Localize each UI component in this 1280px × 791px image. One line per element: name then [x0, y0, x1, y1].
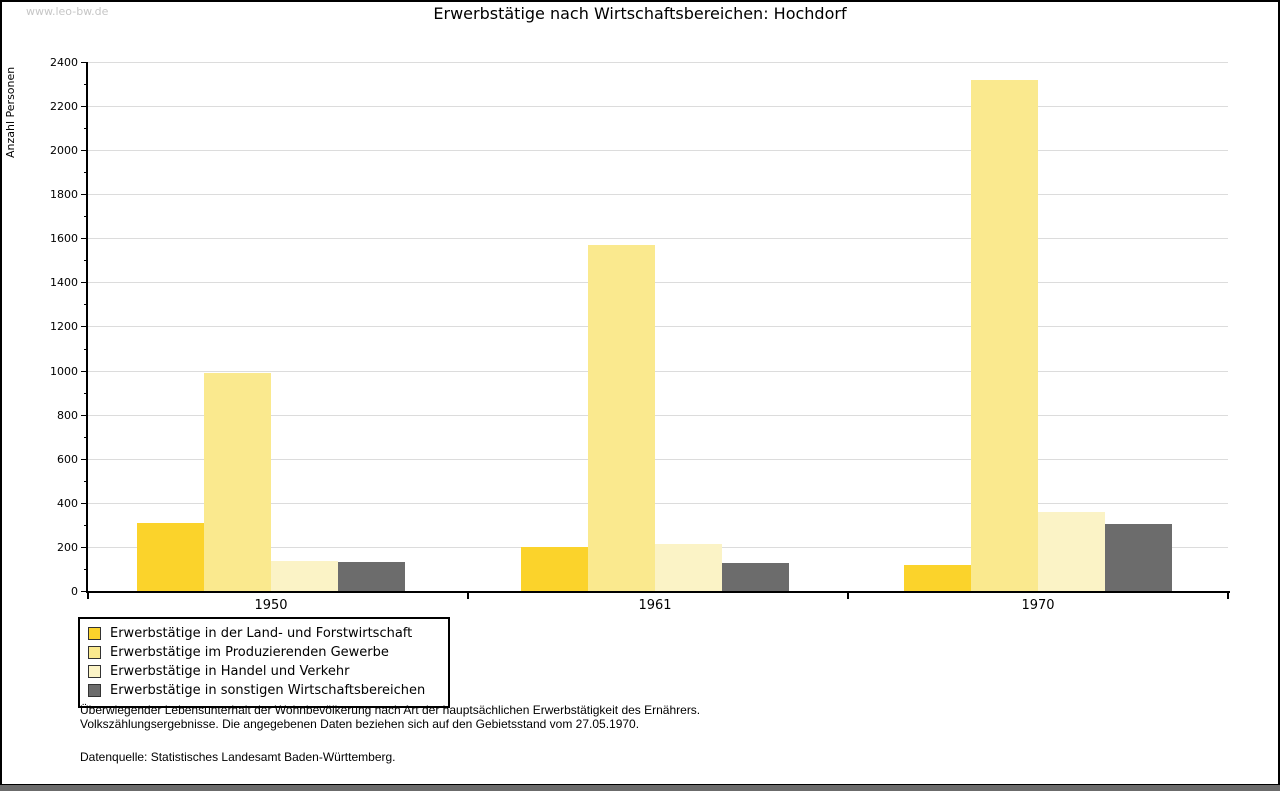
x-category-label-1961: 1961 [638, 598, 672, 613]
y-major-tick-0 [81, 591, 88, 592]
legend-label-3: Erwerbstätige in Handel und Verkehr [110, 664, 350, 679]
footer-source: Datenquelle: Statistisches Landesamt Bad… [80, 750, 396, 764]
y-tick-label-0: 0 [71, 585, 78, 598]
y-major-tick-1400 [81, 282, 88, 283]
watermark-leo-bw: www.leo-bw.de [26, 5, 109, 18]
y-major-tick-1800 [81, 194, 88, 195]
y-major-tick-1200 [81, 326, 88, 327]
gridline-400 [88, 503, 1228, 504]
legend-swatch-1 [88, 627, 101, 640]
y-major-tick-1000 [81, 371, 88, 372]
footer-note-line2: Volkszählungsergebnisse. Die angegebenen… [80, 716, 640, 731]
y-tick-label-2400: 2400 [50, 56, 78, 69]
bar-s1-1950 [137, 523, 204, 591]
y-major-tick-800 [81, 415, 88, 416]
y-axis-line [86, 62, 88, 593]
y-tick-label-1600: 1600 [50, 232, 78, 245]
x-category-label-1950: 1950 [254, 598, 288, 613]
y-major-tick-2200 [81, 106, 88, 107]
bar-s2-1950 [204, 373, 271, 591]
legend-swatch-3 [88, 665, 101, 678]
bottom-strip [0, 785, 1280, 791]
chart-title: Erwerbstätige nach Wirtschaftsbereichen:… [433, 4, 847, 23]
x-axis-line [86, 591, 1230, 593]
gridline-2000 [88, 150, 1228, 151]
y-tick-label-400: 400 [57, 497, 78, 510]
gridline-1800 [88, 194, 1228, 195]
y-tick-label-600: 600 [57, 453, 78, 466]
y-tick-label-1400: 1400 [50, 276, 78, 289]
x-tick-1 [467, 593, 469, 599]
bar-s3-1970 [1038, 512, 1105, 591]
bar-s2-1970 [971, 80, 1038, 591]
x-category-label-1970: 1970 [1021, 598, 1055, 613]
legend-swatch-4 [88, 684, 101, 697]
gridline-1200 [88, 326, 1228, 327]
y-axis-title: Anzahl Personen [4, 66, 17, 158]
gridline-1400 [88, 282, 1228, 283]
y-major-tick-200 [81, 547, 88, 548]
gridline-2200 [88, 106, 1228, 107]
bar-s3-1961 [655, 544, 722, 591]
legend-label-1: Erwerbstätige in der Land- und Forstwirt… [110, 626, 413, 641]
legend-label-4: Erwerbstätige in sonstigen Wirtschaftsbe… [110, 683, 426, 698]
legend-item-3: Erwerbstätige in Handel und Verkehr [88, 662, 440, 681]
y-major-tick-1600 [81, 238, 88, 239]
gridline-600 [88, 459, 1228, 460]
legend-swatch-2 [88, 646, 101, 659]
y-major-tick-2000 [81, 150, 88, 151]
footer-note: Überwiegender Lebensunterhalt der Wohnbe… [80, 703, 701, 731]
y-tick-label-1800: 1800 [50, 188, 78, 201]
y-major-tick-600 [81, 459, 88, 460]
gridline-2400 [88, 62, 1228, 63]
bar-s4-1950 [338, 562, 405, 591]
y-tick-label-1000: 1000 [50, 365, 78, 378]
gridline-800 [88, 415, 1228, 416]
y-major-tick-400 [81, 503, 88, 504]
y-tick-label-2000: 2000 [50, 144, 78, 157]
y-tick-label-800: 800 [57, 409, 78, 422]
x-tick-3 [1227, 593, 1229, 599]
y-major-tick-2400 [81, 62, 88, 63]
bar-s4-1961 [722, 563, 789, 591]
bar-s3-1950 [271, 561, 338, 591]
bar-s1-1961 [521, 547, 588, 591]
legend-item-1: Erwerbstätige in der Land- und Forstwirt… [88, 624, 440, 643]
legend-item-2: Erwerbstätige im Produzierenden Gewerbe [88, 643, 440, 662]
bar-s1-1970 [904, 565, 971, 591]
bar-s4-1970 [1105, 524, 1172, 591]
footer-note-line1: Überwiegender Lebensunterhalt der Wohnbe… [80, 703, 701, 717]
y-tick-label-2200: 2200 [50, 100, 78, 113]
legend-box: Erwerbstätige in der Land- und Forstwirt… [78, 617, 450, 708]
legend-label-2: Erwerbstätige im Produzierenden Gewerbe [110, 645, 389, 660]
y-tick-label-200: 200 [57, 541, 78, 554]
gridline-1600 [88, 238, 1228, 239]
gridline-1000 [88, 371, 1228, 372]
y-tick-label-1200: 1200 [50, 320, 78, 333]
legend-item-4: Erwerbstätige in sonstigen Wirtschaftsbe… [88, 681, 440, 700]
x-tick-0 [87, 593, 89, 599]
bar-s2-1961 [588, 245, 655, 591]
x-tick-2 [847, 593, 849, 599]
